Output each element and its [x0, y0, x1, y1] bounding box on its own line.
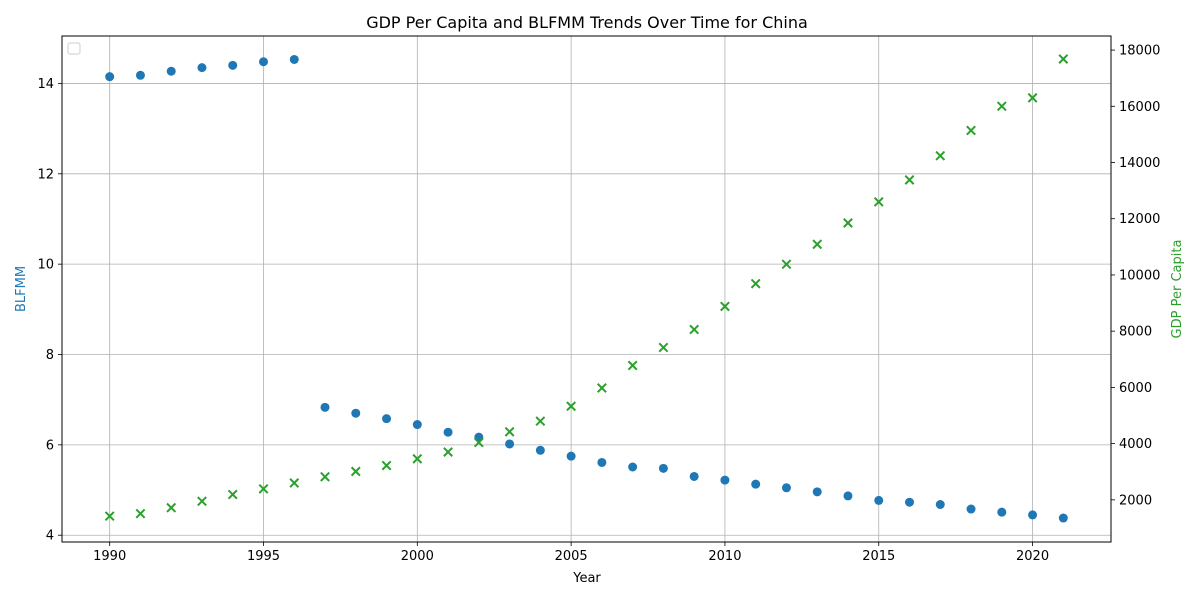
- gdp-point: [381, 460, 392, 471]
- gdp-point: [873, 196, 884, 207]
- y-right-tick-label: 2000: [1119, 493, 1152, 508]
- y-right-tick-label: 8000: [1119, 325, 1152, 340]
- x-tick-label: 2010: [708, 549, 741, 564]
- x-tick-label: 2020: [1016, 549, 1049, 564]
- chart-title: GDP Per Capita and BLFMM Trends Over Tim…: [366, 13, 808, 32]
- gdp-point: [320, 471, 330, 482]
- y-left-tick-label: 12: [37, 167, 54, 182]
- blfmm-point: [197, 63, 207, 73]
- blfmm-point: [751, 479, 761, 489]
- blfmm-point: [228, 60, 238, 70]
- gdp-point: [412, 453, 423, 464]
- y-right-tick-label: 6000: [1119, 381, 1152, 396]
- gdp-point: [935, 150, 946, 161]
- y-right-tick-label: 18000: [1119, 44, 1160, 59]
- y-right-tick-label: 12000: [1119, 212, 1160, 227]
- blfmm-point: [289, 54, 299, 64]
- gdp-point: [658, 342, 669, 353]
- gdp-point: [258, 483, 269, 494]
- x-tick-label: 2005: [555, 549, 588, 564]
- y-axis-right-label: GDP Per Capita: [1170, 240, 1185, 339]
- blfmm-point: [166, 66, 176, 76]
- x-axis: 1990 1995 2000 2005 2010 2015 2020: [93, 542, 1049, 564]
- blfmm-point: [320, 402, 330, 412]
- gdp-point: [166, 502, 177, 513]
- gdp-point: [689, 324, 700, 335]
- blfmm-point: [566, 451, 576, 461]
- blfmm-point: [966, 504, 976, 514]
- gdp-point: [104, 511, 115, 522]
- y-left-tick-label: 6: [46, 438, 54, 453]
- gdp-point: [812, 239, 823, 250]
- gdp-point: [227, 489, 238, 500]
- blfmm-point: [935, 500, 945, 510]
- gdp-point: [1027, 92, 1038, 103]
- gdp-point: [996, 101, 1007, 112]
- gdp-point: [289, 478, 300, 488]
- blfmm-point: [382, 414, 392, 424]
- x-axis-label: Year: [572, 571, 601, 586]
- gdp-point: [750, 278, 761, 289]
- blfmm-point: [258, 57, 268, 67]
- blfmm-point: [997, 507, 1007, 517]
- data-markers: [104, 54, 1069, 523]
- gdp-point: [720, 301, 730, 312]
- gdp-point: [504, 426, 515, 437]
- gdp-point: [566, 401, 577, 412]
- blfmm-point: [597, 457, 607, 467]
- gdp-point: [135, 508, 146, 519]
- y-axis-left: 4 6 8 10 12 14: [37, 77, 62, 544]
- gdp-point: [443, 447, 453, 457]
- blfmm-point: [135, 70, 145, 80]
- blfmm-point: [1028, 510, 1038, 520]
- gdp-point: [904, 175, 915, 185]
- blfmm-point: [105, 72, 115, 82]
- blfmm-point: [535, 445, 545, 455]
- gdp-point: [197, 496, 207, 507]
- y-left-tick-label: 4: [46, 529, 54, 544]
- blfmm-point: [443, 427, 453, 437]
- gdp-point: [535, 416, 546, 427]
- blfmm-point: [720, 475, 730, 485]
- y-right-tick-label: 10000: [1119, 268, 1160, 283]
- gdp-point: [781, 259, 792, 270]
- gdp-point: [596, 383, 607, 393]
- blfmm-point: [658, 463, 668, 473]
- blfmm-point: [505, 439, 515, 449]
- y-right-tick-label: 4000: [1119, 437, 1152, 452]
- legend-box: [67, 42, 81, 55]
- gdp-point: [1058, 54, 1069, 64]
- blfmm-point: [812, 487, 822, 497]
- blfmm-point: [874, 495, 884, 505]
- blfmm-point: [781, 483, 791, 493]
- blfmm-point: [412, 420, 422, 430]
- gdp-point: [966, 125, 976, 136]
- blfmm-point: [843, 491, 853, 501]
- y-right-tick-label: 14000: [1119, 156, 1160, 171]
- plot-frame: [61, 35, 1112, 543]
- gdp-point: [627, 360, 638, 371]
- blfmm-point: [689, 471, 699, 481]
- x-tick-label: 2015: [862, 549, 895, 564]
- x-tick-label: 1995: [247, 549, 280, 564]
- y-axis-right: 2000 4000 6000 8000 10000 12000 14000 16000 1800…: [1111, 44, 1160, 508]
- gdp-point: [473, 437, 484, 448]
- y-left-tick-label: 10: [37, 258, 54, 273]
- x-tick-label: 1990: [93, 549, 126, 564]
- y-left-tick-label: 8: [46, 348, 54, 363]
- grid: [62, 36, 1111, 542]
- blfmm-point: [1058, 513, 1068, 523]
- blfmm-point: [628, 462, 638, 472]
- gdp-point: [350, 466, 361, 477]
- x-tick-label: 2000: [401, 549, 434, 564]
- y-left-tick-label: 14: [37, 77, 54, 92]
- blfmm-point: [905, 497, 915, 507]
- y-axis-left-label: BLFMM: [14, 266, 29, 312]
- blfmm-point: [351, 408, 361, 418]
- y-right-tick-label: 16000: [1119, 100, 1160, 115]
- gdp-point: [843, 218, 853, 228]
